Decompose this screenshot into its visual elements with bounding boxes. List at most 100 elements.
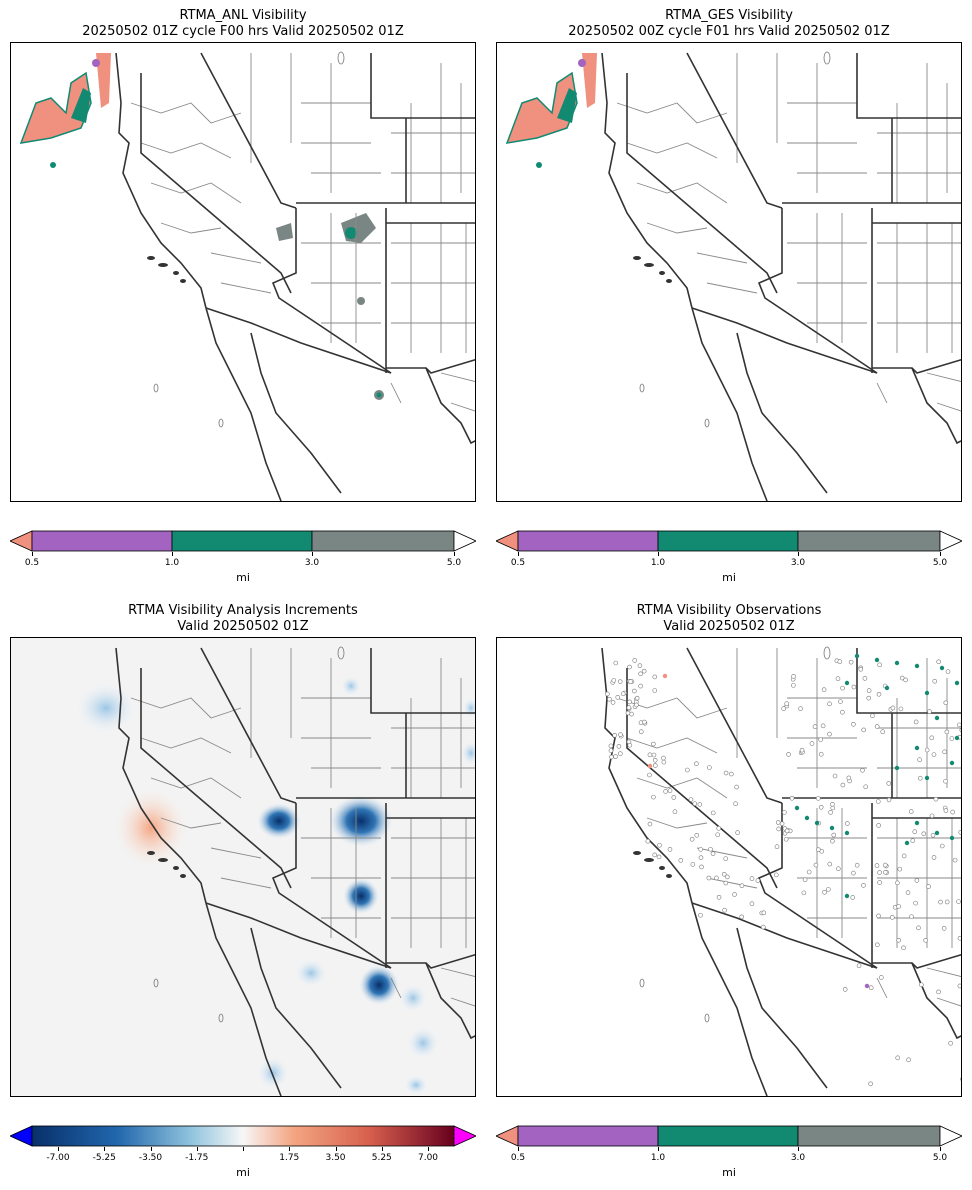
obs-station xyxy=(802,877,808,882)
obs-station xyxy=(877,870,882,875)
obs-station xyxy=(791,674,796,679)
obs-station xyxy=(657,842,662,848)
obs-station-low-vis xyxy=(934,715,940,721)
obs-station xyxy=(632,688,637,694)
obs-station xyxy=(827,701,832,707)
obs-station-very-low-vis xyxy=(662,673,668,679)
obs-station xyxy=(786,752,791,757)
tick-label: 1.75 xyxy=(279,1153,300,1163)
panel-obs-title-line1: RTMA Visibility Observations xyxy=(636,603,822,618)
obs-station xyxy=(851,721,856,727)
obs-station xyxy=(799,747,805,753)
obs-station xyxy=(776,826,782,832)
obs-station xyxy=(698,855,704,860)
tick-label: 0.5 xyxy=(510,1153,526,1163)
obs-station xyxy=(801,890,807,896)
obs-station xyxy=(858,666,864,672)
cbar-over-triangle xyxy=(453,1125,476,1147)
obs-station xyxy=(890,915,895,920)
obs-station xyxy=(840,782,846,788)
obs-station xyxy=(835,676,841,682)
obs-station xyxy=(836,866,841,872)
obs-station-low-vis xyxy=(814,820,820,826)
obs-station xyxy=(822,890,827,895)
obs-station xyxy=(875,799,881,804)
obs-station xyxy=(716,895,722,900)
obs-station xyxy=(929,813,935,819)
tick-label: 1.0 xyxy=(164,558,180,568)
obs-station-low-vis xyxy=(804,815,810,821)
obs-station xyxy=(627,742,633,748)
obs-station xyxy=(897,866,903,872)
obs-station xyxy=(729,771,734,777)
obs-station xyxy=(618,751,623,756)
obs-station xyxy=(651,752,657,758)
obs-station xyxy=(652,758,658,763)
tick-label: 5.0 xyxy=(932,1153,948,1163)
obs-station xyxy=(789,795,795,801)
obs-station xyxy=(637,663,643,668)
tick-label: -7.00 xyxy=(46,1153,70,1163)
obs-station xyxy=(924,747,930,753)
obs-station-low-vis xyxy=(914,820,920,826)
obs-station xyxy=(671,795,677,800)
obs-station xyxy=(913,900,918,906)
increment-field xyxy=(76,676,475,1095)
obs-station xyxy=(781,706,786,711)
colorbar-unit: mi xyxy=(722,571,736,584)
obs-station xyxy=(723,880,729,886)
obs-station xyxy=(877,880,882,885)
obs-station xyxy=(866,695,872,701)
obs-station xyxy=(652,763,658,768)
obs-station xyxy=(910,838,916,843)
obs-station-low-vis xyxy=(794,805,800,811)
obs-station xyxy=(914,878,920,883)
obs-station xyxy=(732,892,737,897)
obs-station xyxy=(851,684,857,690)
obs-station xyxy=(733,801,738,807)
obs-station xyxy=(667,847,673,852)
obs-station-low-vis xyxy=(954,735,960,741)
obs-station xyxy=(933,796,939,802)
tick-label: 5.25 xyxy=(371,1153,392,1163)
obs-station xyxy=(945,669,951,674)
obs-station xyxy=(895,1055,901,1061)
obs-station xyxy=(827,861,833,867)
obs-station xyxy=(784,701,789,707)
obs-station-low-vis xyxy=(844,893,850,899)
obs-station xyxy=(710,810,716,816)
obs-station xyxy=(870,713,875,719)
obs-station xyxy=(956,899,961,904)
tick-label: 5.0 xyxy=(446,558,462,568)
obs-station-low-vis xyxy=(949,835,955,841)
obs-station xyxy=(818,751,824,757)
obs-station xyxy=(784,828,790,834)
obs-station xyxy=(909,914,914,919)
obs-station xyxy=(943,778,948,784)
obs-station-low-vis xyxy=(844,830,850,836)
obs-station xyxy=(898,706,904,712)
obs-station xyxy=(840,709,845,715)
obs-station xyxy=(959,727,961,733)
tick-label: -3.50 xyxy=(138,1153,163,1163)
obs-station xyxy=(613,754,618,759)
colorbar-unit: mi xyxy=(236,1166,250,1179)
obs-station xyxy=(678,858,684,863)
obs-station xyxy=(957,722,961,728)
tick-label: -5.25 xyxy=(92,1153,116,1163)
tick-label: 1.0 xyxy=(650,1153,666,1163)
obs-station-low-vis xyxy=(829,825,835,831)
obs-station xyxy=(749,901,755,906)
obs-station xyxy=(912,829,918,835)
obs-station xyxy=(943,700,949,706)
obs-station xyxy=(628,679,633,684)
tick-label: 0.5 xyxy=(510,558,526,568)
obs-station xyxy=(609,754,614,760)
obs-station xyxy=(944,729,950,735)
tick-label: 3.50 xyxy=(325,1153,346,1163)
obs-station xyxy=(948,1040,953,1046)
tick-label: -1.75 xyxy=(185,1153,209,1163)
obs-station xyxy=(723,856,729,861)
obs-station xyxy=(875,942,880,948)
obs-station xyxy=(917,757,922,763)
